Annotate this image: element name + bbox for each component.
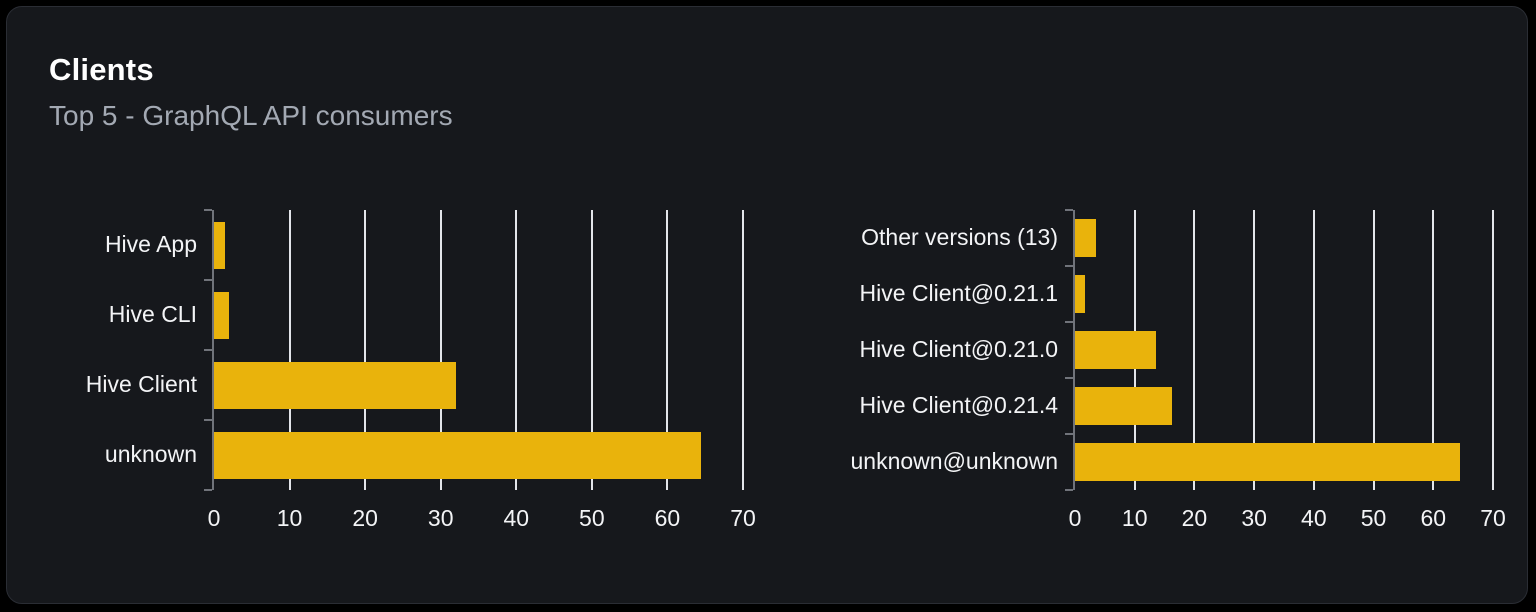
bar-hive-client-0-21-0[interactable] — [1075, 331, 1156, 369]
gridline — [364, 210, 367, 490]
x-axis-tick-label: 30 — [1241, 505, 1267, 531]
bar-unknown-unknown[interactable] — [1075, 443, 1461, 481]
gridline — [590, 210, 593, 490]
category-label: unknown — [104, 441, 197, 467]
bar-hive-client-0-21-1[interactable] — [1075, 275, 1085, 313]
gridline — [515, 210, 518, 490]
y-axis-tick — [1065, 433, 1073, 435]
bar-hive-cli[interactable] — [214, 291, 230, 339]
category-label: Hive CLI — [108, 301, 197, 327]
y-axis-tick — [1065, 489, 1073, 491]
gridline — [666, 210, 669, 490]
y-axis-line — [1073, 210, 1075, 490]
x-axis-tick-label: 60 — [1420, 505, 1447, 531]
bar-hive-client-0-21-4[interactable] — [1075, 387, 1172, 425]
x-axis-tick-label: 40 — [1301, 505, 1327, 531]
x-axis-tick-label: 70 — [730, 505, 756, 531]
category-label: Hive Client@0.21.4 — [859, 392, 1059, 418]
y-axis-tick — [1065, 377, 1073, 379]
gridline — [742, 210, 744, 490]
gridline — [1492, 210, 1494, 490]
category-label: Hive App — [104, 231, 197, 257]
x-axis-tick-label: 50 — [1360, 505, 1387, 531]
gridline — [1372, 210, 1375, 490]
clients-panel: Clients Top 5 - GraphQL API consumers — [6, 6, 1528, 604]
category-label: Other versions (13) — [861, 224, 1058, 250]
y-axis-tick — [204, 209, 212, 211]
bar-hive-app[interactable] — [214, 221, 226, 269]
category-label: Hive Client@0.21.0 — [859, 336, 1059, 362]
x-axis-tick-label: 0 — [1068, 505, 1082, 531]
bar-hive-client[interactable] — [214, 361, 456, 409]
category-label: Hive Client@0.21.1 — [859, 280, 1059, 306]
gridline — [1253, 210, 1256, 490]
gridline — [439, 210, 442, 490]
y-axis-tick — [204, 419, 212, 421]
x-axis-tick-label: 10 — [1121, 505, 1148, 531]
y-axis-tick — [1065, 265, 1073, 267]
x-axis-tick-label: 20 — [352, 505, 378, 531]
y-axis-line — [212, 210, 214, 490]
x-axis-tick-label: 60 — [654, 505, 681, 531]
bar-other-versions-13-[interactable] — [1075, 219, 1097, 257]
x-axis-tick-label: 20 — [1181, 505, 1208, 531]
y-axis-tick — [1065, 209, 1073, 211]
gridline — [1193, 210, 1196, 490]
y-axis-tick — [1065, 321, 1073, 323]
panel-header: Clients Top 5 - GraphQL API consumers — [49, 51, 453, 133]
panel-title: Clients — [49, 52, 154, 87]
x-axis-tick-label: 50 — [579, 505, 605, 531]
y-axis-tick — [204, 279, 212, 281]
gridline — [1312, 210, 1315, 490]
category-label: Hive Client — [85, 371, 197, 397]
x-axis-tick-label: 30 — [427, 505, 454, 531]
y-axis-tick — [204, 489, 212, 491]
gridline — [288, 210, 291, 490]
x-axis-tick-label: 40 — [503, 505, 530, 531]
panel-subtitle: Top 5 - GraphQL API consumers — [49, 100, 453, 131]
y-axis-tick — [204, 349, 212, 351]
x-axis-tick-label: 0 — [207, 505, 221, 531]
category-label: unknown@unknown — [850, 448, 1058, 474]
x-axis-tick-label: 10 — [276, 505, 303, 531]
x-axis-tick-label: 70 — [1480, 505, 1506, 531]
bar-unknown[interactable] — [214, 431, 701, 479]
gridline — [1432, 210, 1435, 490]
